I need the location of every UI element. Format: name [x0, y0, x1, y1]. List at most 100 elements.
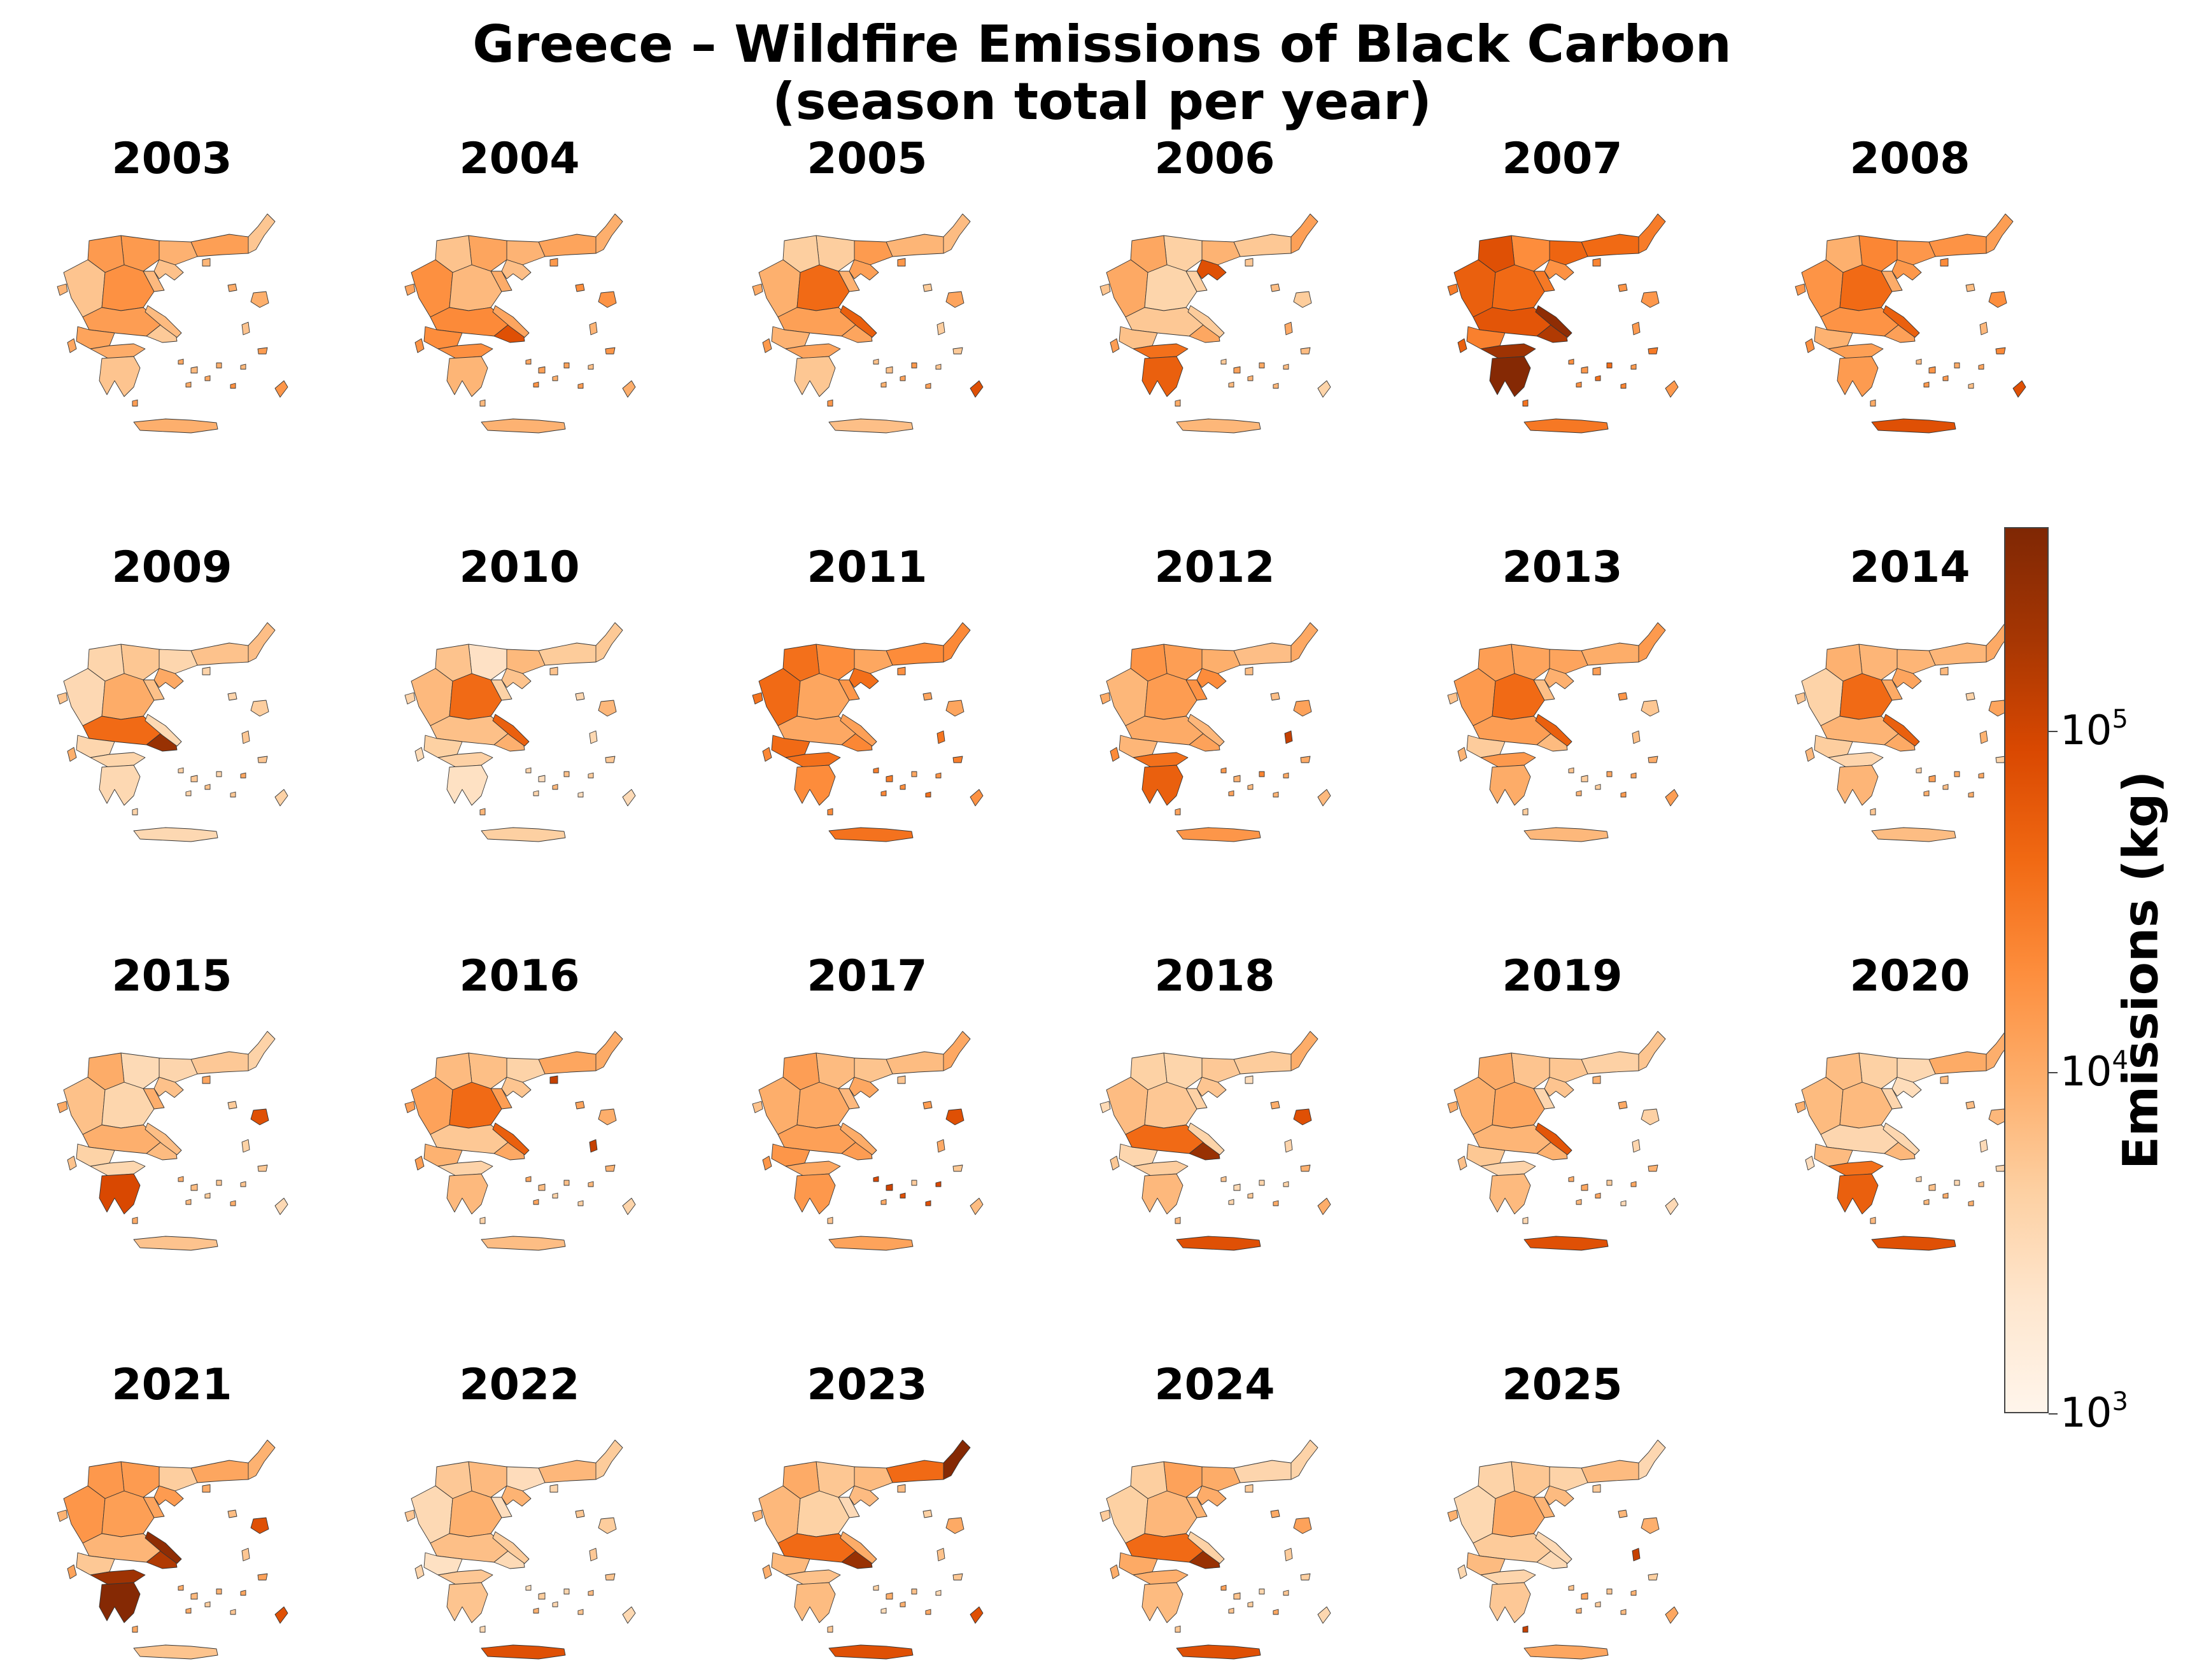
region-rhodes	[274, 1197, 288, 1215]
region-macE	[854, 649, 893, 674]
region-chios	[589, 730, 598, 744]
region-crete	[1176, 418, 1261, 434]
greece-map-2015	[57, 1031, 288, 1251]
region-macE	[159, 649, 198, 674]
region-lesvos	[945, 700, 964, 717]
region-lesvos	[945, 1517, 964, 1534]
region-cyc1	[525, 358, 532, 365]
region-kythira	[1522, 1625, 1529, 1633]
region-evros	[595, 1439, 623, 1480]
region-lesvos	[598, 1517, 617, 1534]
region-epirus	[411, 1076, 453, 1135]
region-cyc3	[204, 784, 211, 790]
region-cyc4	[533, 1607, 539, 1614]
panel-year-label: 2005	[807, 134, 928, 184]
region-pelopS	[794, 1173, 836, 1215]
greece-map-2025	[1447, 1439, 1679, 1660]
region-ionian2	[1110, 1155, 1120, 1171]
region-evros	[595, 622, 623, 663]
region-cyc3	[1595, 1601, 1601, 1607]
region-rhodes	[970, 380, 984, 398]
region-pelopS	[1837, 765, 1879, 806]
region-ionian1	[1447, 1509, 1459, 1522]
panel-year-label: 2016	[459, 951, 580, 1001]
region-euboea	[1883, 714, 1920, 747]
region-euboea	[1187, 1122, 1225, 1155]
greece-map-2007	[1447, 213, 1679, 434]
region-kythira	[1522, 808, 1529, 815]
region-macE	[1201, 240, 1241, 265]
region-rhodes	[274, 380, 288, 398]
region-lemnos	[575, 692, 585, 701]
map-panel-2007: 2007	[1409, 134, 1715, 439]
region-rhodes	[970, 1197, 984, 1215]
region-ionian1	[1795, 1101, 1806, 1113]
region-macE	[506, 1057, 546, 1083]
region-cyc3	[900, 784, 906, 790]
region-magnesia	[838, 1497, 860, 1518]
region-lemnos	[1618, 1101, 1628, 1110]
region-euboea	[840, 1122, 877, 1155]
region-magnesia	[838, 1088, 860, 1110]
region-dod1	[240, 364, 246, 370]
region-evros	[1638, 213, 1666, 254]
region-cyc1	[1916, 358, 1922, 365]
region-ionian1	[404, 283, 416, 296]
region-ionian1	[404, 1509, 416, 1522]
region-lemnos	[1965, 283, 1975, 292]
region-thasos	[1245, 258, 1254, 267]
colorbar-ticklabel-1e5: 105	[2060, 705, 2128, 754]
region-chios	[589, 1139, 598, 1153]
panel-year-label: 2017	[807, 951, 928, 1001]
region-crete	[828, 418, 914, 434]
region-dod1	[588, 772, 594, 779]
region-cyc5	[1954, 1180, 1960, 1186]
region-lesvos	[250, 1108, 269, 1126]
map-panel-2022: 2022	[367, 1360, 672, 1665]
panel-year-label: 2022	[459, 1360, 580, 1410]
region-crete	[1523, 1644, 1609, 1660]
region-thasos	[897, 1075, 906, 1084]
map-panel-2008: 2008	[1757, 134, 2063, 439]
region-lemnos	[922, 692, 933, 701]
region-pelopS	[1489, 1173, 1531, 1215]
region-cyc2	[1581, 1592, 1588, 1600]
greece-map-2024	[1099, 1439, 1331, 1660]
region-evros	[1638, 1031, 1666, 1071]
region-ionian2	[67, 338, 77, 353]
region-dod2	[1620, 1200, 1627, 1206]
region-euboea	[1535, 1122, 1572, 1155]
region-epirus	[1453, 259, 1496, 318]
region-cyc3	[204, 1601, 211, 1607]
region-cyc2	[886, 366, 893, 374]
region-magnesia	[838, 679, 860, 701]
region-euboea	[145, 1531, 182, 1564]
region-evros	[943, 1031, 971, 1071]
region-macE	[1897, 1057, 1936, 1083]
region-macE	[159, 1057, 198, 1083]
region-euboea	[145, 1122, 182, 1155]
region-chios	[1284, 321, 1293, 335]
region-dod2	[1273, 383, 1279, 389]
region-chios	[1979, 321, 1988, 335]
region-rhodes	[1317, 1197, 1331, 1215]
region-kythira	[1870, 399, 1876, 407]
region-ionian1	[1099, 1509, 1111, 1522]
colorbar-tick-1e3	[2049, 1413, 2058, 1415]
region-cyc3	[1942, 1192, 1949, 1199]
region-cyc4	[533, 790, 539, 796]
region-pelopS	[794, 356, 836, 397]
region-kythira	[132, 808, 138, 815]
region-euboea	[145, 714, 182, 747]
region-ionian1	[1795, 692, 1806, 705]
region-lesvos	[1641, 700, 1660, 717]
region-cyc2	[1928, 366, 1936, 374]
region-ionian1	[1447, 1101, 1459, 1113]
greece-map-2006	[1099, 213, 1331, 434]
region-lemnos	[922, 283, 933, 292]
region-samos	[1300, 756, 1311, 763]
region-cyc3	[1595, 375, 1601, 381]
region-rhodes	[970, 1606, 984, 1624]
region-ionian2	[1457, 747, 1467, 762]
region-cyc2	[1233, 775, 1241, 782]
